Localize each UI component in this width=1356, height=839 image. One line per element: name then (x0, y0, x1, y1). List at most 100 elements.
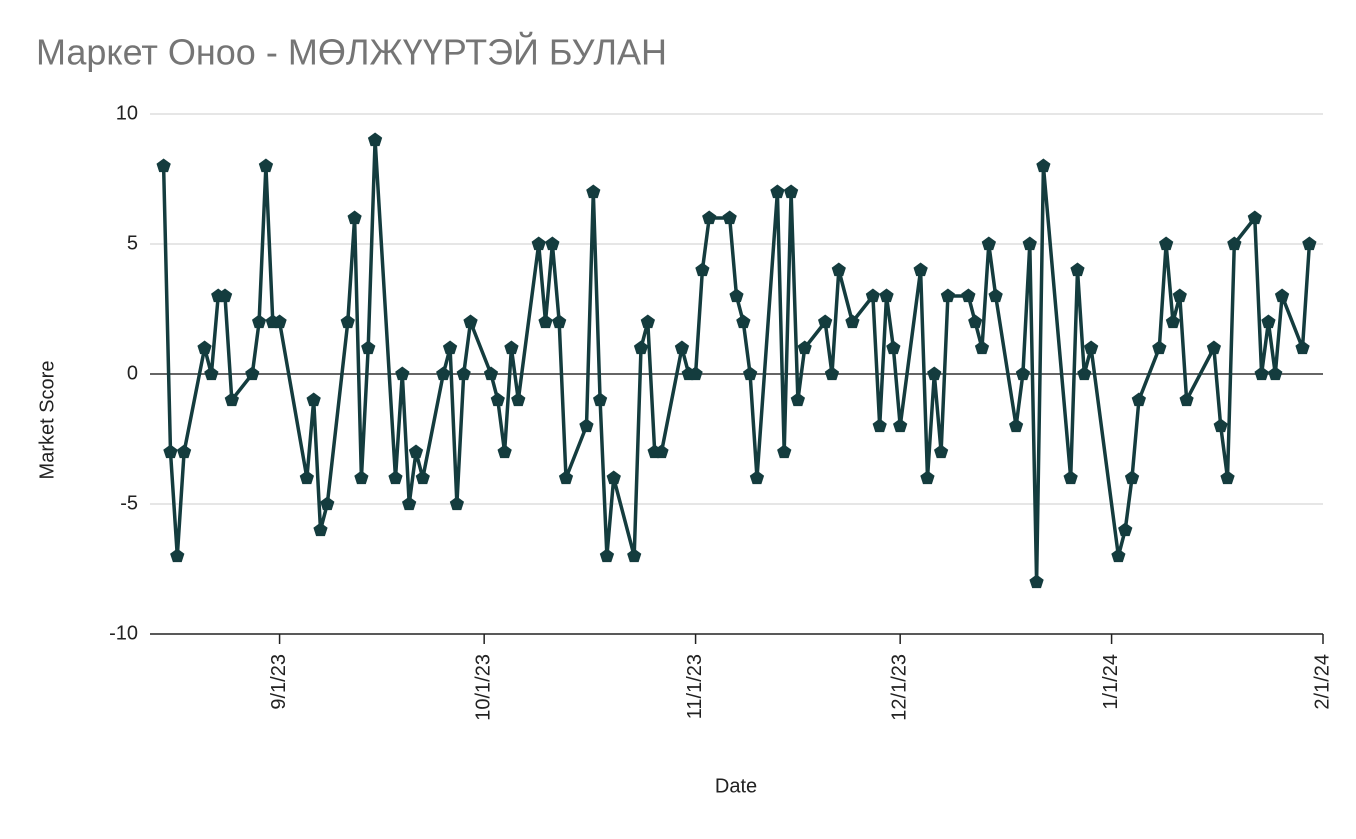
marker (299, 470, 314, 485)
marker (1036, 158, 1051, 173)
x-tick-label: 12/1/23 (888, 654, 910, 721)
y-tick-label: -10 (109, 622, 138, 644)
marker (1009, 418, 1024, 433)
marker (797, 340, 812, 355)
marker (1206, 340, 1221, 355)
marker (1070, 262, 1085, 277)
marker (272, 314, 287, 329)
marker (845, 314, 860, 329)
marker (538, 314, 553, 329)
marker (1227, 236, 1242, 251)
y-axis-label: Market Score (36, 361, 58, 480)
marker (695, 262, 710, 277)
marker (258, 158, 274, 173)
marker (1274, 288, 1290, 303)
marker (1247, 210, 1262, 225)
marker (1172, 288, 1187, 303)
marker (783, 184, 799, 199)
x-tick-label: 2/1/24 (1311, 654, 1333, 710)
marker (497, 444, 512, 459)
marker (1261, 314, 1276, 329)
marker (224, 392, 239, 407)
marker (490, 392, 505, 407)
marker (1152, 340, 1167, 355)
marker (436, 366, 451, 381)
marker (770, 184, 785, 199)
marker (688, 366, 703, 381)
marker (974, 340, 990, 355)
y-tick-label: -5 (120, 492, 138, 514)
marker (395, 366, 410, 381)
marker (702, 210, 717, 225)
marker (558, 470, 574, 485)
marker (1118, 522, 1133, 537)
marker (163, 444, 178, 459)
marker (197, 340, 212, 355)
marker (388, 470, 403, 485)
marker (1302, 236, 1317, 251)
marker (893, 418, 908, 433)
line (161, 138, 1312, 584)
marker (415, 470, 430, 485)
marker (640, 314, 655, 329)
marker (449, 496, 464, 511)
x-tick-label: 10/1/23 (472, 654, 494, 721)
marker (245, 366, 260, 381)
marker (1254, 366, 1269, 381)
marker (170, 548, 185, 563)
marker (927, 366, 942, 381)
marker (961, 288, 976, 303)
marker (633, 340, 649, 355)
marker (552, 314, 567, 329)
marker (1159, 236, 1174, 251)
marker (354, 470, 369, 485)
marker (981, 236, 996, 251)
marker (463, 314, 478, 329)
marker (483, 366, 499, 381)
marker (313, 522, 328, 537)
marker (177, 444, 192, 459)
marker (402, 496, 417, 511)
marker (865, 288, 880, 303)
marker (1124, 470, 1140, 485)
marker (504, 340, 519, 355)
y-tick-label: 0 (127, 362, 138, 384)
marker (217, 288, 233, 303)
marker (606, 470, 621, 485)
marker (593, 392, 608, 407)
marker (627, 548, 642, 563)
marker (1295, 340, 1310, 355)
marker (252, 314, 267, 329)
marker (367, 132, 383, 147)
marker (586, 184, 601, 199)
marker (1084, 340, 1099, 355)
marker (913, 262, 928, 277)
marker (1063, 470, 1078, 485)
chart-title: Маркет Оноо - МӨЛЖҮҮРТЭЙ БУЛАН (36, 31, 667, 73)
y-tick-label: 5 (127, 232, 138, 254)
marker (790, 392, 805, 407)
marker (824, 366, 840, 381)
x-axis-label: Date (715, 775, 757, 797)
marker (743, 366, 758, 381)
marker (736, 314, 751, 329)
marker (872, 418, 887, 433)
marker (1131, 392, 1146, 407)
marker (545, 236, 560, 251)
marker (777, 444, 792, 459)
marker (1111, 548, 1126, 563)
x-tick-label: 11/1/23 (684, 654, 706, 719)
marker (320, 496, 335, 511)
marker (306, 392, 321, 407)
marker (729, 288, 744, 303)
marker (531, 236, 546, 251)
marker (968, 314, 983, 329)
marker (1015, 366, 1031, 381)
marker (1179, 392, 1194, 407)
marker (1165, 314, 1181, 329)
marker (749, 470, 765, 485)
marker (934, 444, 949, 459)
marker (1029, 574, 1044, 589)
